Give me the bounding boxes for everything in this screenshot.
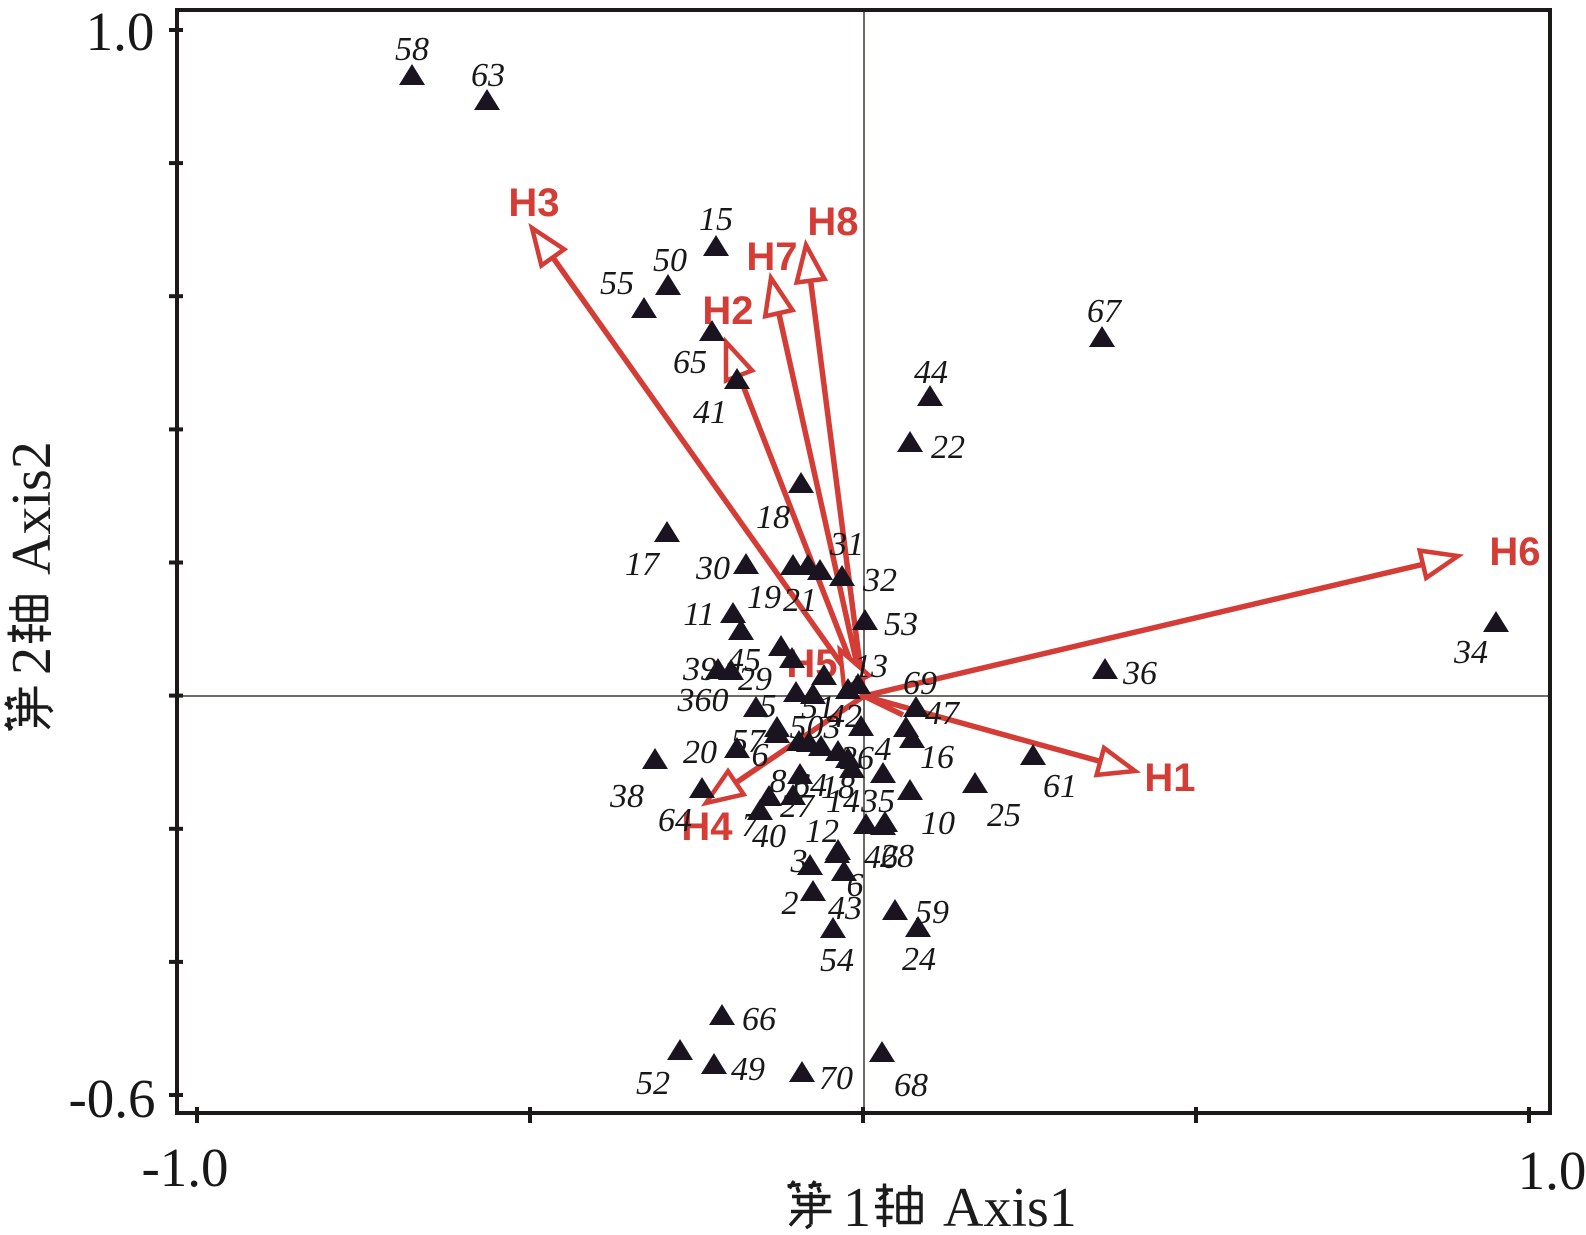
svg-text:4: 4 <box>875 731 892 768</box>
svg-text:20: 20 <box>683 734 717 771</box>
svg-text:63: 63 <box>471 57 505 94</box>
svg-text:503: 503 <box>790 709 841 746</box>
svg-text:H4: H4 <box>681 805 733 849</box>
svg-text:31: 31 <box>829 526 864 563</box>
svg-text:45: 45 <box>727 642 761 679</box>
svg-text:1.0: 1.0 <box>86 1 155 62</box>
svg-text:54: 54 <box>820 942 854 979</box>
svg-text:42: 42 <box>828 698 862 735</box>
svg-text:29: 29 <box>738 661 772 698</box>
svg-text:-1.0: -1.0 <box>141 1137 228 1198</box>
svg-text:55: 55 <box>600 265 634 302</box>
svg-text:52: 52 <box>636 1065 670 1102</box>
svg-text:360: 360 <box>677 682 729 719</box>
svg-text:49: 49 <box>731 1051 765 1088</box>
svg-text:24: 24 <box>902 941 936 978</box>
svg-text:H7: H7 <box>746 235 797 279</box>
svg-text:64: 64 <box>793 767 827 804</box>
svg-text:13: 13 <box>854 648 888 685</box>
svg-text:35: 35 <box>860 783 895 820</box>
svg-text:18: 18 <box>756 499 790 536</box>
svg-text:8: 8 <box>770 763 787 800</box>
svg-text:H6: H6 <box>1489 530 1540 574</box>
svg-text:22: 22 <box>931 429 965 466</box>
svg-text:10: 10 <box>921 805 955 842</box>
svg-text:36: 36 <box>1122 655 1157 692</box>
svg-text:34: 34 <box>1453 634 1488 671</box>
svg-text:-0.6: -0.6 <box>68 1068 155 1129</box>
svg-text:19: 19 <box>747 579 781 616</box>
svg-text:61: 61 <box>1043 768 1077 805</box>
svg-text:18: 18 <box>821 769 855 806</box>
svg-text:3: 3 <box>790 843 808 880</box>
svg-text:66: 66 <box>742 1001 776 1038</box>
svg-text:67: 67 <box>1087 293 1123 330</box>
svg-text:14: 14 <box>826 783 860 820</box>
svg-text:57: 57 <box>731 723 767 760</box>
svg-text:40: 40 <box>752 818 786 855</box>
svg-text:2: 2 <box>1 647 63 675</box>
svg-text:1.0: 1.0 <box>1518 1140 1586 1201</box>
svg-text:44: 44 <box>914 354 948 391</box>
svg-text:43: 43 <box>828 890 862 927</box>
svg-text:15: 15 <box>699 201 733 238</box>
svg-text:58: 58 <box>395 31 429 68</box>
svg-text:2: 2 <box>782 885 799 922</box>
svg-text:47: 47 <box>925 695 961 732</box>
svg-text:46: 46 <box>864 839 898 876</box>
svg-text:7: 7 <box>742 807 761 844</box>
svg-text:21: 21 <box>783 582 817 619</box>
svg-text:25: 25 <box>987 797 1021 834</box>
svg-text:70: 70 <box>819 1060 853 1097</box>
svg-text:6: 6 <box>847 867 864 904</box>
svg-text:39: 39 <box>682 651 717 688</box>
svg-text:64: 64 <box>658 802 692 839</box>
svg-text:38: 38 <box>609 778 644 815</box>
svg-text:1: 1 <box>843 1177 871 1235</box>
svg-text:59: 59 <box>915 894 949 931</box>
svg-text:6: 6 <box>752 737 769 774</box>
svg-text:50: 50 <box>653 242 687 279</box>
svg-text:30: 30 <box>695 550 730 587</box>
svg-text:11: 11 <box>683 596 714 633</box>
svg-text:16: 16 <box>920 739 954 776</box>
svg-text:26: 26 <box>840 740 874 777</box>
svg-text:Axis2: Axis2 <box>1 441 63 575</box>
svg-text:Axis1: Axis1 <box>943 1177 1077 1235</box>
svg-text:68: 68 <box>894 1067 928 1104</box>
svg-text:41: 41 <box>693 394 727 431</box>
svg-text:32: 32 <box>862 562 897 599</box>
svg-text:65: 65 <box>673 344 707 381</box>
svg-text:12: 12 <box>805 813 839 850</box>
svg-text:53: 53 <box>884 606 918 643</box>
svg-text:28: 28 <box>880 838 914 875</box>
svg-text:5: 5 <box>760 688 777 725</box>
svg-text:17: 17 <box>625 546 661 583</box>
svg-text:H3: H3 <box>508 181 559 225</box>
svg-text:H1: H1 <box>1144 756 1195 800</box>
svg-text:51: 51 <box>801 689 835 726</box>
svg-text:27: 27 <box>780 788 816 825</box>
svg-text:69: 69 <box>903 665 937 702</box>
svg-text:H8: H8 <box>807 200 858 244</box>
